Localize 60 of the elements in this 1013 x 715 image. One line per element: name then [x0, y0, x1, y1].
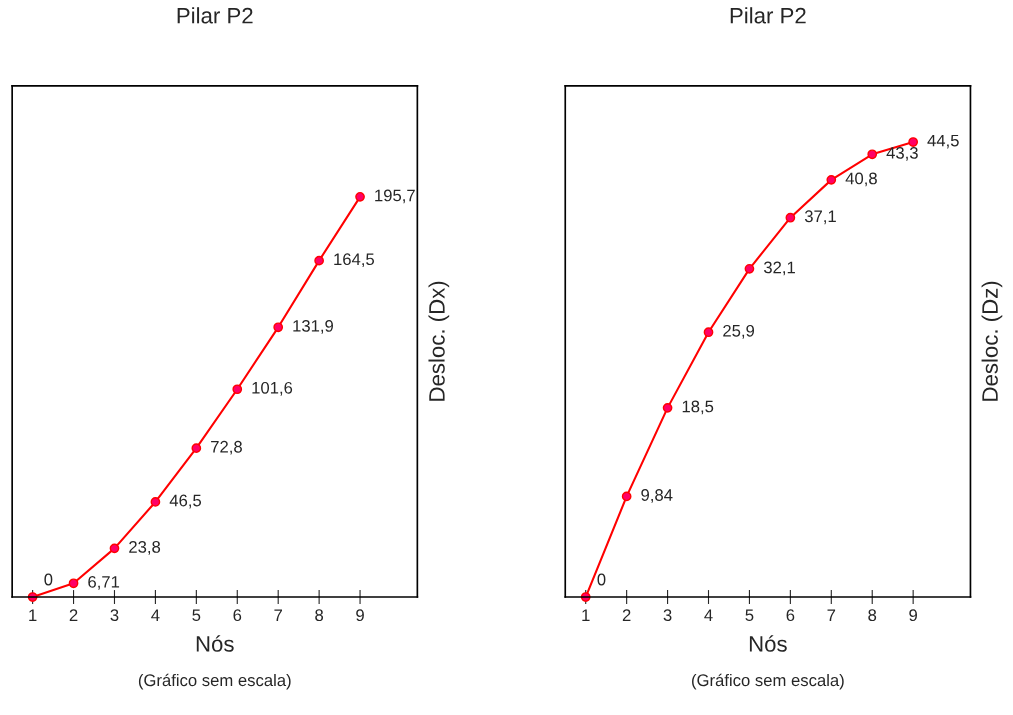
x-tick-label: 3: [110, 609, 119, 622]
y-axis-title: Desloc. (Dz): [981, 281, 1003, 401]
chart-title: Pilar P2: [730, 7, 806, 24]
text: (Gráfico sem escala): [138, 673, 291, 690]
data-label: 0: [44, 573, 53, 586]
point: [867, 149, 878, 160]
point: [744, 263, 755, 274]
x-tick-label: 4: [151, 609, 160, 621]
x-tick-label: 1: [582, 609, 590, 621]
data-label: 43,3: [886, 146, 918, 161]
x-tick-label: 6: [233, 609, 242, 622]
data-label: 44,5: [927, 134, 959, 149]
x-tick-label: 1: [29, 609, 37, 621]
data-label: 23,8: [129, 541, 161, 555]
point: [109, 543, 120, 554]
point: [703, 327, 714, 338]
x-axis-title: Nós: [196, 635, 234, 652]
data-label: 164,5: [334, 253, 375, 268]
data-label: 72,8: [211, 440, 242, 455]
point: [355, 191, 365, 202]
data-label: 131,9: [293, 319, 333, 334]
data-label: 25,9: [723, 324, 755, 339]
x-axis-title: Nós: [749, 635, 787, 652]
x-tick-label: 9: [356, 609, 364, 622]
x-tick-label: 8: [868, 609, 877, 622]
x-tick-label: 8: [315, 609, 324, 622]
data-label: 37,1: [804, 210, 836, 225]
x-tick-label: 4: [704, 609, 713, 621]
point: [232, 384, 243, 395]
x-tick-label: 9: [909, 609, 917, 622]
point: [273, 322, 284, 333]
x-tick-label: 5: [192, 609, 201, 622]
text: (Gráfico sem escala): [692, 673, 844, 690]
x-tick-label: 7: [274, 609, 282, 621]
data-label: 40,8: [845, 172, 877, 187]
data-label: 32,1: [763, 261, 795, 276]
point: [621, 491, 632, 502]
point: [68, 578, 79, 589]
data-label: 195,7: [375, 189, 415, 204]
point: [314, 255, 324, 266]
x-tick-label: 2: [622, 609, 631, 621]
point: [150, 497, 161, 507]
x-tick-label: 5: [745, 609, 754, 622]
data-label: 9,84: [641, 489, 673, 503]
data-label: 6,71: [88, 575, 120, 590]
data-label: 46,5: [169, 494, 202, 509]
data-label: 18,5: [682, 400, 714, 415]
point: [662, 403, 673, 413]
point: [826, 175, 837, 185]
data-label: 0: [597, 573, 606, 586]
point: [191, 443, 202, 454]
data-label: 101,6: [252, 381, 293, 396]
x-tick-label: 6: [786, 609, 795, 622]
point: [785, 212, 796, 223]
chart-title: Pilar P2: [177, 7, 253, 24]
x-tick-label: 3: [663, 609, 672, 622]
x-tick-label: 7: [827, 609, 836, 621]
x-tick-label: 2: [69, 609, 78, 621]
y-axis-title: Desloc. (Dx): [428, 281, 450, 401]
point: [908, 137, 919, 147]
